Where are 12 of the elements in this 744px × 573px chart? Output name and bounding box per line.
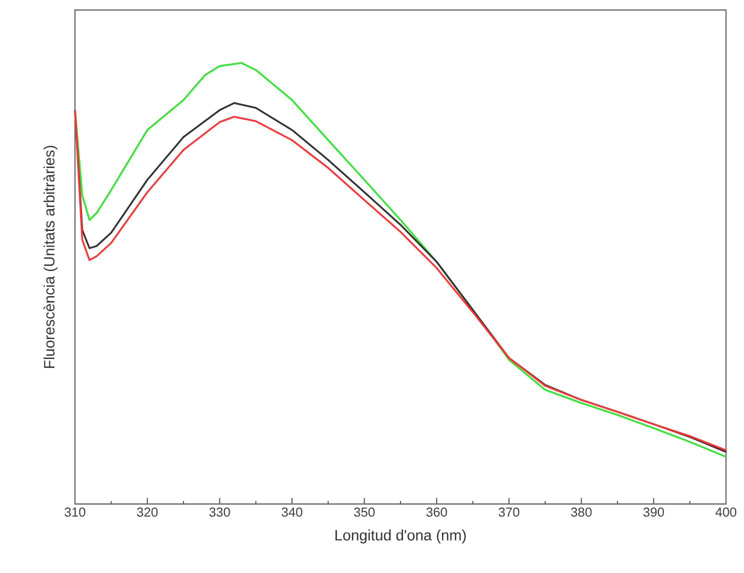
x-tick-label: 380 <box>571 508 592 517</box>
x-tick-label: 360 <box>426 508 447 517</box>
y-axis-title: Fluorescència (Unitats arbitràries) <box>43 146 58 368</box>
x-tick-label: 330 <box>209 508 230 517</box>
x-tick-label: 370 <box>498 508 520 517</box>
x-tick-label: 350 <box>354 508 375 517</box>
x-tick-label: 340 <box>282 508 302 517</box>
x-tick-label: 320 <box>137 508 158 517</box>
x-tick-label: 310 <box>64 508 86 517</box>
x-tick-label: 400 <box>716 508 736 517</box>
x-tick-label: 390 <box>643 508 664 517</box>
x-axis-title: Longitud d'ona (nm) <box>335 530 466 544</box>
